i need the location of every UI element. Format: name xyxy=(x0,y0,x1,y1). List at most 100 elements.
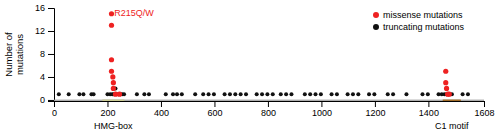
point xyxy=(420,92,424,96)
point xyxy=(77,92,81,96)
point xyxy=(109,23,114,28)
point xyxy=(244,92,248,96)
legend-item: missense mutations xyxy=(373,10,463,20)
point xyxy=(447,92,452,97)
tick-mark xyxy=(321,101,322,107)
point xyxy=(111,86,116,91)
tick-label: 800 xyxy=(261,108,276,118)
tick-label: 1608 xyxy=(474,108,494,118)
point xyxy=(335,92,339,96)
point xyxy=(239,92,243,96)
tick-mark xyxy=(48,54,54,55)
point xyxy=(444,86,449,91)
tick-label: 200 xyxy=(100,108,115,118)
point xyxy=(386,92,390,96)
point xyxy=(212,92,216,96)
point xyxy=(356,92,360,96)
point xyxy=(367,92,371,96)
point xyxy=(314,92,318,96)
tick: 400 xyxy=(154,101,169,118)
tick-mark xyxy=(48,100,54,101)
point xyxy=(372,92,376,96)
point xyxy=(404,92,408,96)
plot-area: 0 200 400 600 800 1000 1200 1400 1608 0 4 8 12 16 HMG-… xyxy=(35,3,495,131)
point xyxy=(193,92,197,96)
tick: 1400 xyxy=(419,101,439,118)
domain-label: C1 motif xyxy=(435,121,469,131)
point xyxy=(461,92,465,96)
point xyxy=(142,92,146,96)
point xyxy=(351,92,355,96)
point xyxy=(201,92,205,96)
tick: 1608 xyxy=(474,101,494,118)
point xyxy=(175,92,179,96)
marks xyxy=(54,11,484,101)
point xyxy=(319,92,323,96)
point xyxy=(308,92,312,96)
y-axis: 0 4 8 12 16 xyxy=(35,3,55,105)
tick: 0 xyxy=(52,101,57,118)
domain xyxy=(103,99,124,101)
point xyxy=(223,92,227,96)
tick-label: 8 xyxy=(40,49,45,59)
series xyxy=(57,86,470,96)
legend-item: truncating mutations xyxy=(373,22,465,32)
point xyxy=(466,92,470,96)
tick-mark xyxy=(48,31,54,32)
point xyxy=(164,92,168,96)
point xyxy=(109,69,114,74)
axis-line xyxy=(55,102,485,108)
tick: 1000 xyxy=(312,101,332,118)
point xyxy=(67,92,71,96)
domain-label: HMG-box xyxy=(94,121,133,131)
point xyxy=(443,69,448,74)
tick-label: 400 xyxy=(154,108,169,118)
tick-label: 1400 xyxy=(419,108,439,118)
point xyxy=(92,92,96,96)
tick: 1200 xyxy=(365,101,385,118)
point xyxy=(255,92,259,96)
tick: 0 xyxy=(40,95,54,105)
legend-label: truncating mutations xyxy=(383,22,465,32)
tick-label: 16 xyxy=(35,3,45,13)
point xyxy=(135,92,139,96)
point xyxy=(147,92,151,96)
point xyxy=(180,92,184,96)
point xyxy=(284,92,288,96)
point xyxy=(207,92,211,96)
legend-marker xyxy=(373,12,379,18)
tick-mark xyxy=(48,8,54,9)
tick: 8 xyxy=(40,49,54,59)
tick-label: 4 xyxy=(40,72,45,82)
point xyxy=(426,92,430,96)
tick-mark xyxy=(268,101,269,107)
point xyxy=(271,92,275,96)
point xyxy=(122,92,126,96)
tick-label: 0 xyxy=(40,95,45,105)
tick-label: 600 xyxy=(207,108,222,118)
legend: missense mutations truncating mutations xyxy=(373,10,465,32)
tick: 600 xyxy=(207,101,222,118)
tick-mark xyxy=(214,101,215,107)
domain xyxy=(443,99,460,101)
tick-mark xyxy=(107,101,108,107)
chart: 0 200 400 600 800 1000 1200 1400 1608 0 4 8 12 16 HMG-… xyxy=(0,0,500,135)
tick-label: 0 xyxy=(52,108,57,118)
point xyxy=(391,92,395,96)
y-axis-title: Number ofmutations xyxy=(3,32,25,77)
legend-marker xyxy=(373,24,379,30)
tick-mark xyxy=(161,101,162,107)
point xyxy=(443,80,448,85)
legend-label: missense mutations xyxy=(383,10,463,20)
tick: 16 xyxy=(35,3,54,13)
tick-label: 12 xyxy=(35,26,45,36)
point xyxy=(265,92,269,96)
tick-mark xyxy=(428,101,429,107)
point xyxy=(171,92,175,96)
tick: 200 xyxy=(100,101,115,118)
point xyxy=(346,92,350,96)
point xyxy=(117,92,122,97)
tick: 4 xyxy=(40,72,54,82)
point xyxy=(228,92,232,96)
tick: 800 xyxy=(261,101,276,118)
